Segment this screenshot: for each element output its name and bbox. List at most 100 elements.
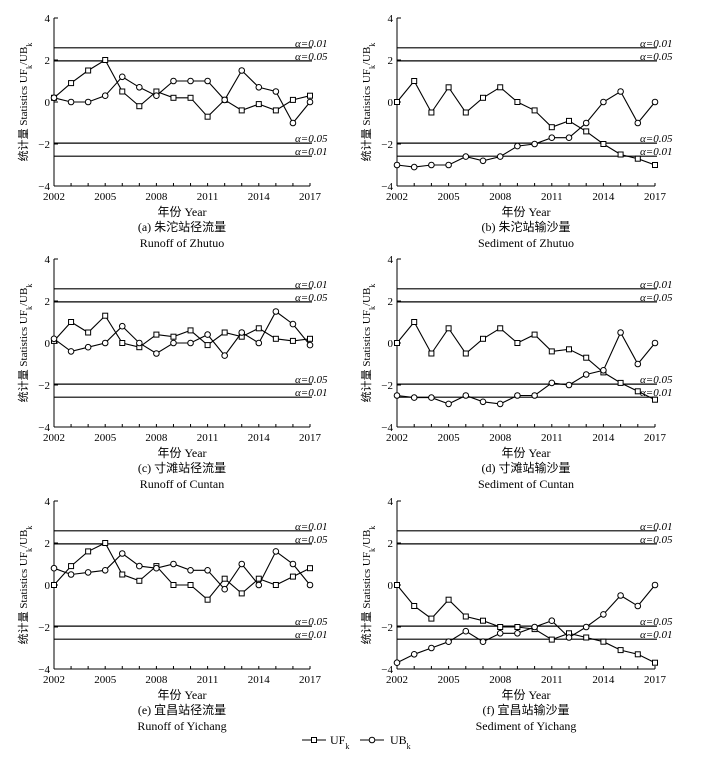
data-point-UFk: [272, 335, 279, 342]
y-tick-label: 2: [45, 296, 51, 308]
data-point-UBk: [565, 381, 573, 389]
y-label-zh: 统计量: [360, 611, 373, 644]
data-point-UFk: [289, 337, 296, 344]
caption-en: Sediment of Zhutuo: [478, 236, 574, 250]
data-point-UBk: [221, 96, 228, 104]
x-tick-label: 2002: [386, 674, 408, 686]
data-point-UBk: [238, 560, 246, 568]
reference-line-label: α=0.01: [295, 629, 327, 641]
data-point-UFk: [255, 101, 262, 108]
caption-en: Sediment of Yichang: [476, 719, 577, 733]
y-label-mid: /UB: [18, 288, 30, 306]
data-point-UBk: [410, 163, 418, 171]
y-tick-label: 0: [45, 97, 51, 109]
data-point-UFk: [617, 647, 624, 654]
data-point-UBk: [306, 341, 314, 349]
data-point-UFk: [85, 329, 92, 336]
data-point-UBk: [600, 98, 607, 106]
data-point-UFk: [221, 575, 228, 582]
y-label-sub: k: [25, 306, 34, 310]
data-point-UFk: [514, 340, 521, 346]
data-point-UBk: [479, 638, 487, 646]
data-point-UFk: [307, 335, 313, 342]
data-point-UFk: [514, 99, 521, 105]
y-tick-label: −4: [381, 181, 393, 193]
legend: UFk UBk: [302, 733, 411, 751]
reference-line-label: α=0.01: [640, 521, 672, 533]
data-point-UBk: [306, 581, 314, 589]
y-label-sub: k: [368, 526, 377, 530]
data-point-UFk: [583, 128, 590, 135]
caption-en: Runoff of Yichang: [137, 719, 226, 733]
data-point-UFk: [428, 350, 435, 357]
y-tick-label: 2: [388, 55, 394, 67]
data-point-UFk: [102, 312, 109, 319]
data-point-UBk: [582, 623, 590, 631]
y-label-zh: 统计量: [17, 611, 30, 644]
data-point-UFk: [480, 617, 486, 624]
data-point-UBk: [204, 567, 211, 574]
y-label-sub: k: [368, 284, 377, 288]
y-tick-label: −4: [381, 664, 393, 676]
reference-line-label: α=0.01: [295, 521, 327, 533]
data-point-UBk: [565, 134, 573, 141]
x-tick-label: 2017: [644, 191, 667, 203]
y-label-en: Statistics UF: [361, 310, 373, 367]
y-axis-label: 统计量 Statistics UFk/UBk: [17, 284, 34, 403]
data-point-UBk: [582, 119, 590, 127]
reference-line-label: α=0.05: [640, 133, 673, 145]
caption-en: Runoff of Cuntan: [140, 477, 224, 491]
data-point-UFk: [462, 613, 469, 620]
series-line-UBk: [396, 331, 656, 405]
reference-line-label: α=0.01: [640, 146, 672, 158]
y-tick-label: −2: [381, 380, 393, 392]
y-label-zh: 统计量: [360, 369, 373, 402]
y-label-sub: k: [25, 548, 34, 552]
x-tick-label: 2008: [489, 674, 512, 686]
caption-zh: (a) 朱沱站径流量: [138, 219, 226, 234]
data-point-UFk: [289, 96, 296, 103]
data-point-UFk: [187, 94, 194, 101]
data-point-UBk: [84, 98, 92, 106]
data-point-UBk: [531, 140, 538, 148]
data-point-UFk: [68, 319, 75, 325]
y-label-en: Statistics UF: [18, 69, 30, 126]
data-point-UFk: [85, 548, 92, 555]
y-tick-label: 0: [45, 338, 51, 350]
y-label-en: Statistics UF: [18, 310, 30, 367]
data-point-UBk: [50, 335, 58, 343]
data-point-UFk: [497, 84, 504, 91]
x-tick-label: 2008: [145, 191, 168, 203]
data-point-UFk: [170, 94, 177, 101]
data-point-UBk: [393, 161, 401, 169]
x-tick-label: 2014: [592, 191, 615, 203]
y-tick-label: −2: [38, 622, 50, 634]
data-point-UFk: [428, 615, 435, 622]
y-tick-label: 0: [388, 580, 394, 592]
x-tick-label: 2011: [541, 432, 563, 444]
data-point-UFk: [548, 348, 555, 355]
data-point-UFk: [307, 92, 313, 99]
data-point-UFk: [170, 333, 177, 340]
x-tick-label: 2017: [299, 191, 322, 203]
data-point-UFk: [119, 340, 126, 346]
series-line-UFk: [396, 584, 656, 664]
x-tick-label: 2002: [43, 674, 65, 686]
data-point-UFk: [445, 596, 452, 603]
y-label-en: Statistics UF: [361, 69, 373, 126]
data-point-UBk: [531, 623, 538, 631]
data-point-UFk: [221, 329, 228, 336]
data-point-UBk: [67, 571, 75, 578]
y-label-sub: k: [368, 548, 377, 552]
data-point-UFk: [428, 109, 435, 116]
data-point-UBk: [410, 651, 418, 658]
reference-line-label: α=0.01: [295, 146, 327, 158]
data-point-UBk: [462, 153, 470, 160]
x-tick-label: 2011: [197, 432, 219, 444]
data-point-UFk: [548, 636, 555, 643]
x-tick-label: 2005: [438, 674, 461, 686]
data-point-UBk: [393, 659, 401, 667]
reference-line-label: α=0.01: [295, 38, 327, 50]
